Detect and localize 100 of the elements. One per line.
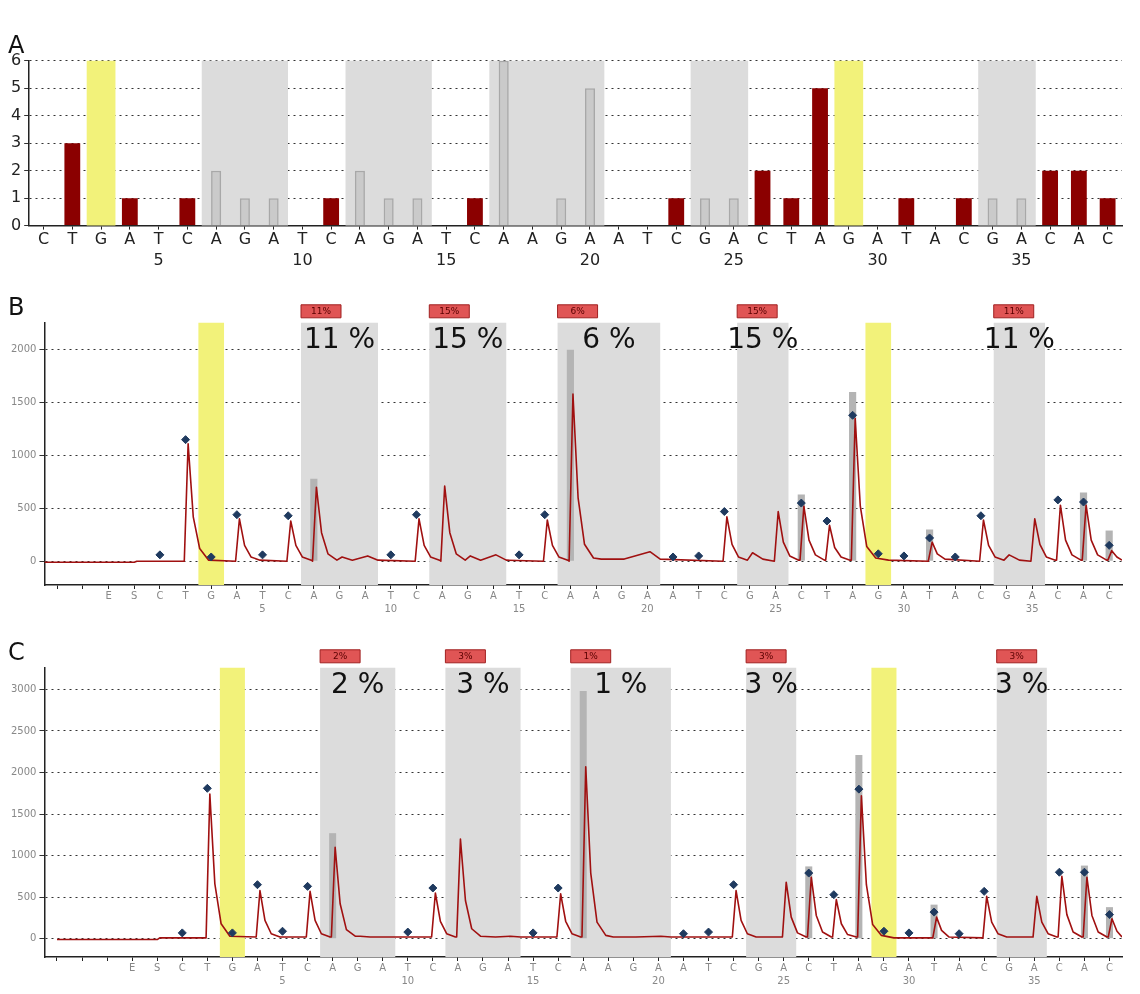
x-tick-label: S (131, 589, 138, 601)
bar (955, 198, 972, 226)
bar (64, 143, 81, 226)
x2-tick-label: 15 (512, 602, 526, 614)
point (227, 928, 237, 938)
x-tick-label: G (986, 229, 999, 249)
x-tick-label: T (296, 229, 308, 249)
x-tick-label: A (498, 229, 510, 249)
x-tick-label: T (515, 589, 524, 601)
x-tick-label: A (210, 229, 222, 249)
x-tick-label: C (958, 229, 970, 249)
x-tick-label: A (772, 589, 780, 601)
x-tick-label: A (1080, 961, 1088, 973)
x-tick-label: A (1015, 229, 1027, 249)
point (1054, 867, 1064, 877)
x-tick-label: A (669, 589, 677, 601)
y-tick-label: 500 (17, 890, 37, 902)
bar (898, 198, 915, 226)
bar (812, 88, 828, 226)
band-label: 11% (311, 306, 332, 317)
x-tick-label: S (154, 961, 161, 973)
x-tick-label: C (181, 229, 193, 249)
bar (754, 170, 771, 226)
point (848, 410, 858, 420)
point (796, 498, 806, 508)
x-tick-label: G (617, 589, 626, 601)
band-label: 11% (1003, 306, 1025, 317)
x-tick-label: G (207, 589, 216, 601)
x-tick-label: C (977, 589, 985, 601)
x-tick-label: A (354, 229, 366, 249)
x-tick-label: C (805, 961, 813, 973)
x-tick-label: T (278, 961, 287, 973)
x2-tick-label: 5 (279, 974, 286, 986)
point (694, 551, 704, 561)
point (1104, 910, 1114, 920)
x-tick-label: G (698, 229, 712, 249)
bar (211, 170, 222, 226)
point (804, 868, 814, 878)
y-tick-label: 0 (30, 554, 37, 566)
point (206, 552, 216, 562)
x-tick-label: A (411, 229, 423, 249)
x-tick-label: A (680, 961, 688, 973)
x-tick-label: A (780, 961, 788, 973)
x-tick-label: A (438, 589, 446, 601)
x2-tick-label: 25 (769, 602, 783, 614)
x2-tick-label: 5 (259, 602, 266, 614)
bar (668, 198, 685, 226)
x2-tick-label: 20 (579, 249, 601, 269)
point (668, 552, 678, 562)
x2-tick-label: 25 (723, 249, 744, 269)
y-tick-label: 2000 (11, 766, 37, 778)
x-tick-label: T (66, 229, 78, 249)
point (514, 550, 524, 560)
annotation: 2 % (331, 667, 385, 701)
annotation: 1 % (594, 667, 648, 701)
y-tick-label: 0 (30, 932, 37, 944)
y-tick-label: 4 (10, 104, 22, 124)
x-tick-label: T (181, 589, 190, 601)
x2-tick-label: 35 (1025, 602, 1039, 614)
x-tick-label: T (203, 961, 212, 973)
bar (323, 198, 340, 226)
point (1104, 540, 1114, 550)
y-tick-label: 1500 (11, 396, 37, 408)
y-tick-label: 3000 (11, 683, 37, 694)
point (155, 550, 165, 560)
point (678, 929, 688, 939)
annotation: 15 % (727, 322, 799, 356)
x2-tick-label: 15 (436, 249, 457, 269)
point (829, 890, 839, 900)
band-label: 2% (332, 651, 348, 662)
point (704, 927, 714, 937)
x-tick-label: T (930, 961, 938, 973)
x-tick-label: G (842, 229, 855, 249)
x-tick-label: A (579, 961, 587, 973)
x-tick-label: C (325, 229, 337, 249)
point (1079, 497, 1089, 507)
point (1079, 867, 1089, 877)
x-tick-label: A (951, 589, 959, 601)
x-tick-label: A (955, 961, 963, 973)
x-tick-label: A (254, 961, 262, 973)
point (979, 886, 989, 896)
x-tick-label: G (238, 229, 252, 249)
point (283, 511, 293, 521)
x-tick-label: A (872, 229, 884, 249)
x-tick-label: A (728, 229, 740, 249)
x-tick-label: A (329, 961, 337, 973)
x-tick-label: A (310, 589, 318, 601)
x-tick-label: G (874, 589, 883, 601)
x-tick-label: C (1102, 229, 1114, 249)
y-tick-label: 2 (10, 159, 22, 179)
bar (383, 198, 394, 226)
x2-tick-label: 30 (902, 974, 916, 986)
x-tick-label: T (925, 589, 934, 601)
bar (783, 198, 800, 226)
x-tick-label: A (268, 229, 280, 249)
x-tick-label: G (746, 589, 754, 601)
x-tick-label: G (880, 961, 888, 973)
x2-tick-label: 30 (867, 249, 888, 269)
x-tick-label: A (654, 961, 662, 973)
band-label: 6% (570, 306, 586, 317)
